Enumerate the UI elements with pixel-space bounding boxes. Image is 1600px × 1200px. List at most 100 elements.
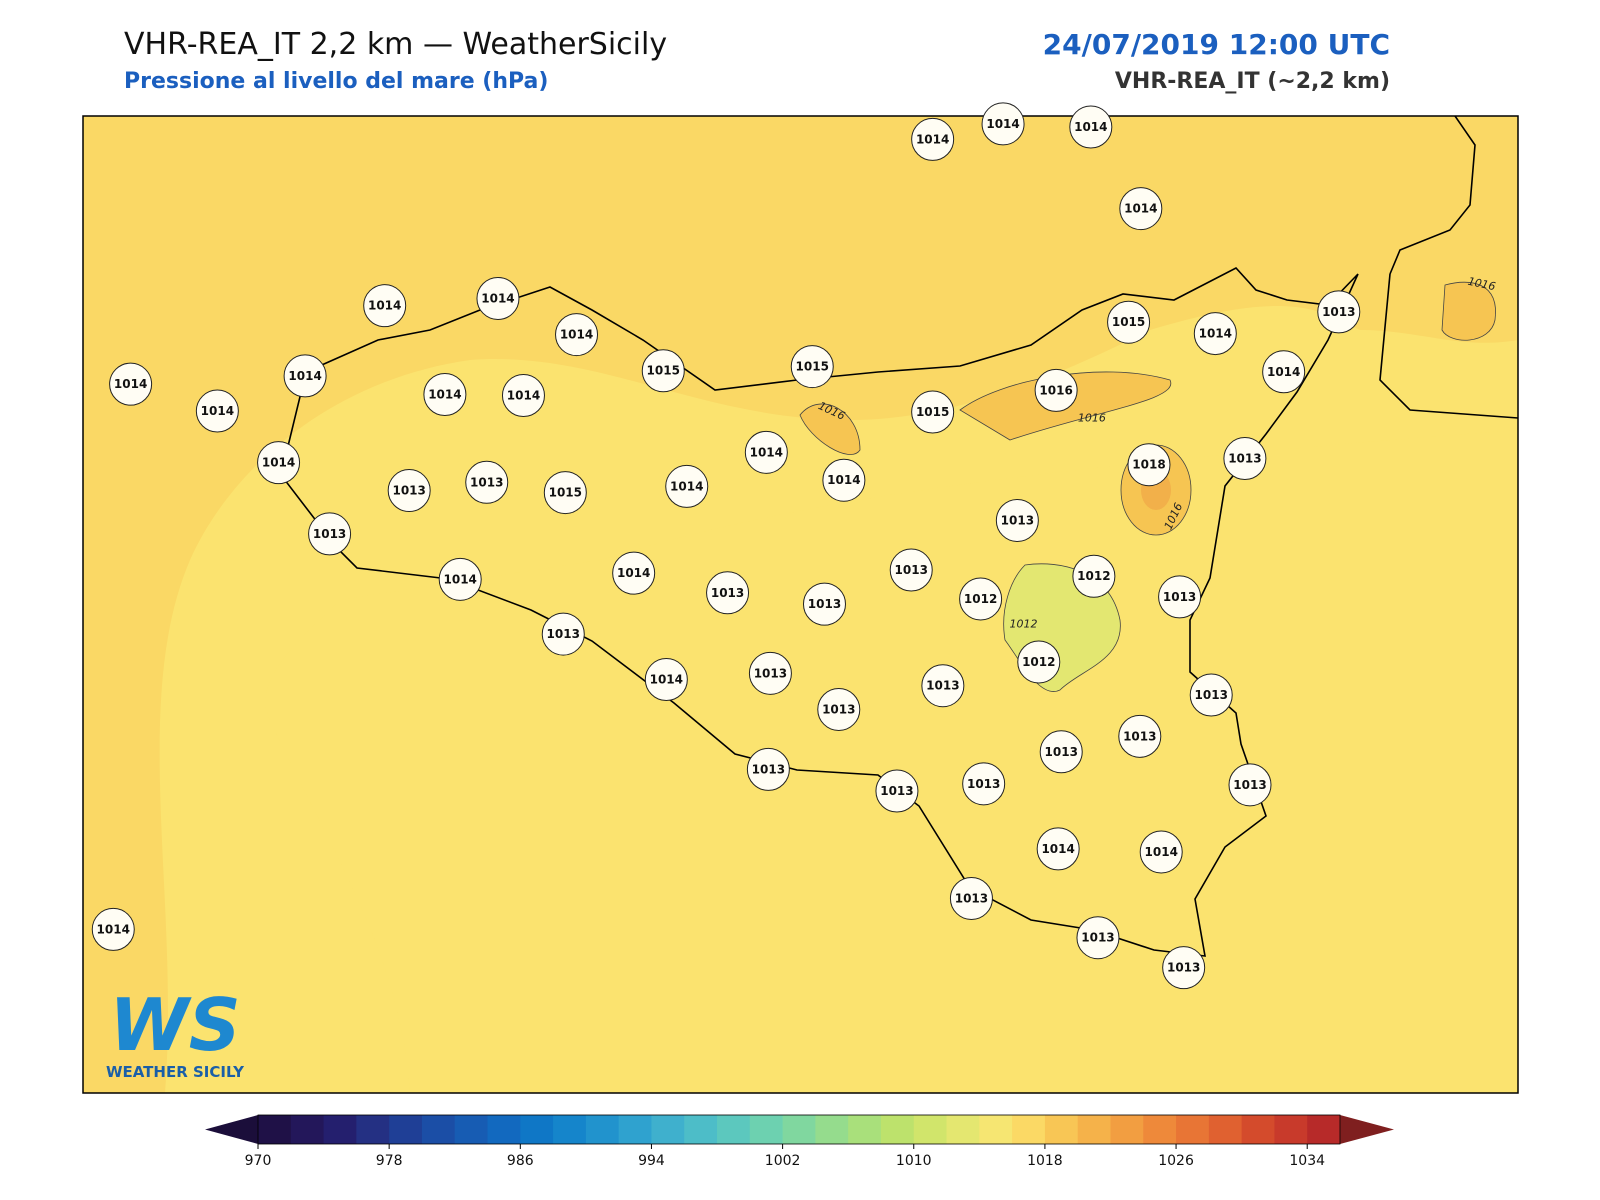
station-value: 1014 bbox=[114, 377, 147, 391]
station-value: 1014 bbox=[428, 387, 461, 401]
logo-text: WEATHER SICILY bbox=[106, 1063, 245, 1081]
station-marker bbox=[1118, 714, 1162, 758]
station-marker bbox=[541, 612, 585, 656]
station-marker bbox=[501, 374, 545, 418]
coastline bbox=[1379, 115, 1519, 419]
station-marker bbox=[1072, 554, 1116, 598]
station-marker bbox=[363, 284, 407, 328]
station-value: 1014 bbox=[288, 369, 321, 383]
colorbar-tick-label: 994 bbox=[638, 1153, 665, 1169]
station-marker bbox=[748, 651, 792, 695]
station-value: 1014 bbox=[560, 328, 593, 342]
station-marker bbox=[465, 460, 509, 504]
colorbar-bin bbox=[1143, 1115, 1177, 1144]
colorbar-bin bbox=[880, 1115, 915, 1144]
colorbar-bin bbox=[913, 1115, 948, 1144]
colorbar-bin bbox=[1012, 1115, 1046, 1144]
station-value: 1013 bbox=[470, 475, 503, 489]
station-marker bbox=[1158, 575, 1202, 619]
colorbar-tick-label: 986 bbox=[507, 1153, 534, 1169]
colorbar-bin bbox=[258, 1115, 292, 1144]
colorbar-bin bbox=[1241, 1115, 1275, 1144]
station-marker bbox=[1127, 443, 1171, 487]
station-value: 1014 bbox=[1074, 120, 1107, 134]
station-value: 1014 bbox=[670, 479, 703, 493]
station-marker bbox=[1076, 916, 1120, 960]
station-marker bbox=[802, 582, 846, 626]
station-value: 1015 bbox=[916, 405, 949, 419]
station-value: 1013 bbox=[822, 702, 855, 716]
station-value: 1013 bbox=[1322, 305, 1355, 319]
colorbar-bin bbox=[290, 1115, 325, 1144]
colorbar-bin bbox=[1077, 1115, 1111, 1144]
station-marker bbox=[195, 389, 239, 433]
colorbar-bin bbox=[848, 1115, 882, 1144]
colorbar-bin bbox=[979, 1115, 1013, 1144]
station-value: 1016 bbox=[1039, 383, 1072, 397]
colorbar-bin bbox=[421, 1115, 456, 1144]
station-marker bbox=[1262, 350, 1306, 394]
colorbar-bin bbox=[1307, 1115, 1341, 1144]
colorbar-bin bbox=[717, 1115, 751, 1144]
colorbar-bin bbox=[946, 1115, 980, 1144]
station-value: 1014 bbox=[1199, 327, 1232, 341]
station-marker bbox=[1069, 105, 1113, 149]
station-marker bbox=[921, 664, 965, 708]
colorbar-tick-label: 1026 bbox=[1158, 1153, 1194, 1169]
contour-area bbox=[1441, 281, 1496, 341]
station-value: 1013 bbox=[880, 784, 913, 798]
station-marker bbox=[822, 458, 866, 502]
contour-label: 1012 bbox=[1009, 617, 1037, 630]
station-marker bbox=[911, 117, 955, 161]
station-marker bbox=[423, 372, 467, 416]
contour-label: 1016 bbox=[1467, 275, 1497, 294]
station-marker bbox=[1017, 640, 1061, 684]
station-value: 1014 bbox=[97, 922, 130, 936]
station-marker bbox=[1119, 187, 1163, 231]
station-value: 1013 bbox=[955, 891, 988, 905]
station-value: 1012 bbox=[1077, 569, 1110, 583]
station-value: 1014 bbox=[1124, 202, 1157, 216]
station-value: 1014 bbox=[1041, 842, 1074, 856]
colorbar-bin bbox=[815, 1115, 849, 1144]
station-value: 1012 bbox=[964, 592, 997, 606]
station-value: 1014 bbox=[481, 291, 514, 305]
colorbar-bin bbox=[454, 1115, 489, 1144]
colorbar-bin bbox=[1274, 1115, 1308, 1144]
station-value: 1013 bbox=[808, 597, 841, 611]
station-marker bbox=[706, 571, 750, 615]
station-marker bbox=[1223, 437, 1267, 481]
colorbar-bin bbox=[684, 1115, 718, 1144]
station-marker bbox=[995, 498, 1039, 542]
station-value: 1013 bbox=[1195, 688, 1228, 702]
coastline bbox=[280, 267, 1359, 957]
title: VHR-REA_IT 2,2 km — WeatherSicily bbox=[124, 27, 667, 62]
colorbar-bin bbox=[1110, 1115, 1144, 1144]
station-value: 1013 bbox=[1233, 778, 1266, 792]
station-marker bbox=[641, 349, 685, 393]
station-marker bbox=[387, 469, 431, 513]
station-marker bbox=[665, 464, 709, 508]
station-marker bbox=[911, 390, 955, 434]
station-value: 1014 bbox=[1267, 365, 1300, 379]
station-marker bbox=[109, 362, 153, 406]
station-marker bbox=[476, 276, 520, 320]
station-marker bbox=[308, 512, 352, 556]
contour-area bbox=[799, 403, 861, 455]
station-marker bbox=[644, 658, 688, 702]
station-marker bbox=[612, 551, 656, 595]
colorbar-frame bbox=[257, 1114, 1341, 1145]
station-value: 1015 bbox=[549, 486, 582, 500]
station-value: 1014 bbox=[507, 389, 540, 403]
colorbar-under bbox=[205, 1115, 258, 1144]
station-value: 1013 bbox=[1045, 745, 1078, 759]
colorbar-bin bbox=[749, 1115, 784, 1144]
station-value: 1014 bbox=[650, 673, 683, 687]
station-marker bbox=[875, 769, 919, 813]
station-value: 1014 bbox=[986, 117, 1019, 131]
colorbar-tick-label: 1002 bbox=[765, 1153, 801, 1169]
station-marker bbox=[1228, 763, 1272, 807]
station-value: 1018 bbox=[1132, 458, 1165, 472]
colorbar-tick-label: 978 bbox=[376, 1153, 403, 1169]
